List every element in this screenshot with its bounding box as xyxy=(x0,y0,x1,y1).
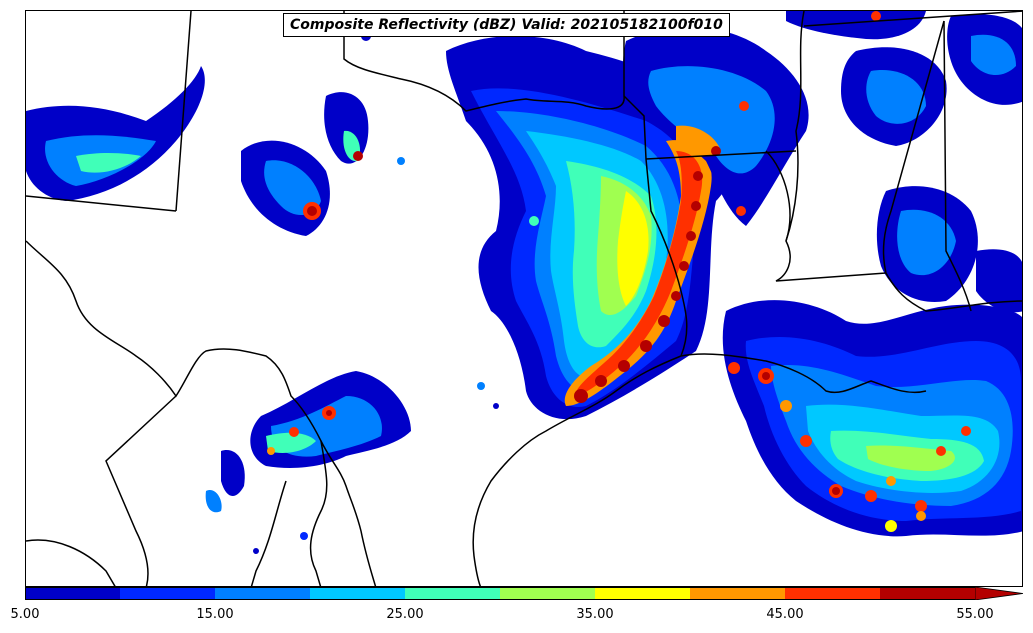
colorbar-segment xyxy=(690,587,785,600)
echo-nw-plume-core xyxy=(76,152,141,173)
echo-se-b5 xyxy=(866,445,955,471)
echo-core-2 xyxy=(595,375,607,387)
boundary-mexico-state-1 xyxy=(105,395,177,586)
echo-cell-a-mid xyxy=(264,160,321,216)
map-title: Composite Reflectivity (dBZ) Valid: 2021… xyxy=(283,13,730,37)
echo-se-core-12 xyxy=(916,511,926,521)
colorbar-segment xyxy=(25,587,120,600)
boundary-north-top xyxy=(803,11,1022,27)
boundary-tx-coast xyxy=(472,355,682,586)
colorbar-segment xyxy=(120,587,215,600)
colorbar-segment xyxy=(880,587,975,600)
echo-isolated-7 xyxy=(253,548,259,554)
echo-sw-core-2 xyxy=(289,427,299,437)
colorbar-tick-label: 15.00 xyxy=(196,607,234,622)
colorbar-segment xyxy=(310,587,405,600)
boundary-tx-la xyxy=(623,95,688,357)
echo-cell-b-core xyxy=(353,151,363,161)
echo-se-core-10 xyxy=(961,426,971,436)
boundary-nm-tx-north xyxy=(175,11,192,212)
state-and-coast-boundaries xyxy=(26,11,1022,586)
echo-north-core-3 xyxy=(739,101,749,111)
echo-isolated-1 xyxy=(529,216,539,226)
echo-se-core-4 xyxy=(800,435,812,447)
echo-core-5 xyxy=(658,315,670,327)
echo-ne-cluster-mid xyxy=(866,70,926,124)
echo-north-core-2 xyxy=(736,206,746,216)
colorbar xyxy=(25,587,975,600)
boundary-ms-south xyxy=(885,272,1022,312)
colorbar-segment xyxy=(405,587,500,600)
echo-core-9 xyxy=(691,201,701,211)
echo-sw-scatter xyxy=(221,450,245,497)
boundary-nm-tx-west xyxy=(26,195,177,212)
boundary-mexico-state-2 xyxy=(309,440,328,586)
echo-isolated-8 xyxy=(300,532,308,540)
echo-sw-core-3 xyxy=(267,447,275,455)
echo-se-core-3 xyxy=(780,400,792,412)
echo-core-10 xyxy=(693,171,703,181)
echo-east-mid-inner xyxy=(897,209,956,276)
boundary-mexico-state-4 xyxy=(250,480,287,586)
boundary-tx-ok xyxy=(343,11,625,112)
map-panel xyxy=(25,10,1023,587)
echo-se-core-1b xyxy=(762,372,770,380)
echo-far-east xyxy=(976,249,1022,313)
colorbar-tick-label: 55.00 xyxy=(956,607,994,622)
colorbar-tick-label: 45.00 xyxy=(766,607,804,622)
echo-cell-a-peak xyxy=(307,206,317,216)
echo-north-cluster-mid xyxy=(648,66,775,174)
echo-se-core-11 xyxy=(885,520,897,532)
echo-isolated-5 xyxy=(493,403,499,409)
boundary-mississippi xyxy=(785,11,805,242)
echo-isolated-2 xyxy=(397,157,405,165)
boundary-al-east xyxy=(943,20,972,312)
echo-main-b6 xyxy=(617,191,649,306)
echo-isolated-6 xyxy=(871,11,881,21)
boundary-mexico-state-3 xyxy=(26,539,116,586)
echo-core-3 xyxy=(618,360,630,372)
echo-se-core-2 xyxy=(728,362,740,374)
echo-core-8 xyxy=(686,231,696,241)
echo-sw-core-1b xyxy=(326,410,332,416)
colorbar-tick-label: 25.00 xyxy=(386,607,424,622)
colorbar-segment xyxy=(785,587,880,600)
boundary-ar-la xyxy=(765,150,887,282)
echo-north-core-1 xyxy=(711,146,721,156)
colorbar-segment xyxy=(595,587,690,600)
colorbar-tick-label: 5.00 xyxy=(10,607,40,622)
boundary-la-coast xyxy=(680,353,927,393)
echo-sw-b2 xyxy=(266,432,316,453)
boundary-ms-al xyxy=(882,20,945,274)
reflectivity-map xyxy=(26,11,1022,586)
colorbar-tick-label: 35.00 xyxy=(576,607,614,622)
echo-core-7 xyxy=(679,261,689,271)
echo-north-strip xyxy=(786,11,926,40)
echo-se-core-8 xyxy=(915,500,927,512)
echo-se-core-7 xyxy=(886,476,896,486)
echo-se-core-9 xyxy=(936,446,946,456)
colorbar-segment xyxy=(215,587,310,600)
boundary-tx-mexico xyxy=(26,240,377,586)
echo-isolated-4 xyxy=(477,382,485,390)
colorbar-extend-arrow xyxy=(975,587,1023,600)
echo-ne-edge-mid xyxy=(971,34,1016,76)
echo-sw-scatter-2 xyxy=(205,490,222,513)
echo-north-cluster-core xyxy=(676,125,721,157)
echo-se-core-6 xyxy=(865,490,877,502)
echo-core-6 xyxy=(671,291,681,301)
echo-core-4 xyxy=(640,340,652,352)
echo-core-1 xyxy=(574,389,588,403)
echo-se-core-5b xyxy=(832,487,840,495)
reflectivity-echoes xyxy=(26,11,1022,554)
colorbar-segment xyxy=(500,587,595,600)
boundary-ok-ar xyxy=(645,150,797,160)
